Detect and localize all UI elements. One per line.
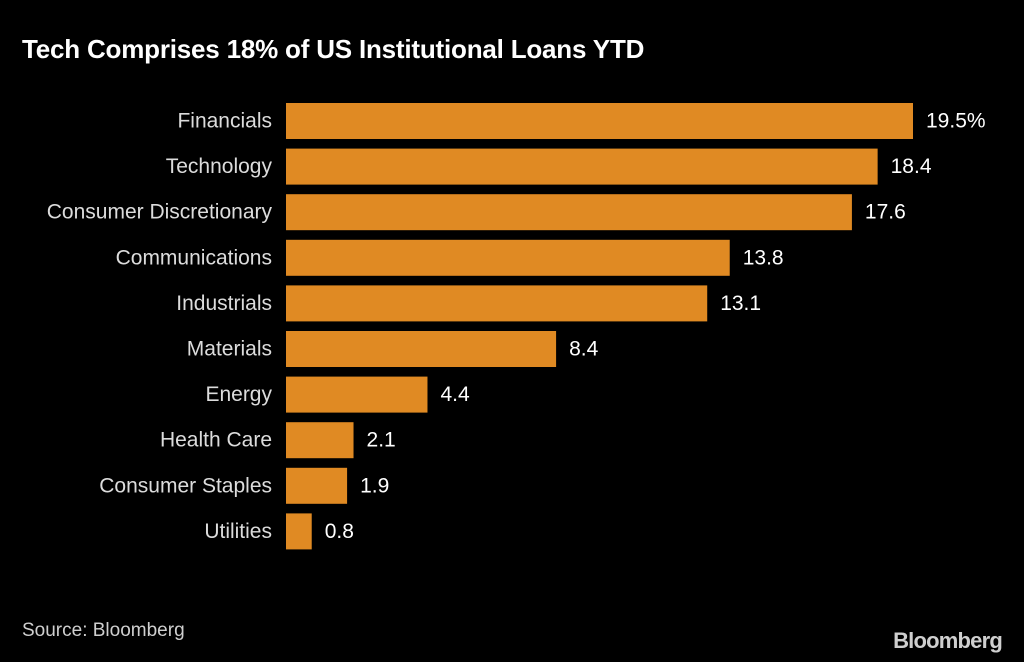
value-label: 13.1 <box>720 292 761 315</box>
value-label: 4.4 <box>440 383 470 406</box>
bar-industrials <box>286 285 708 322</box>
bar-materials <box>286 331 557 367</box>
category-label: Consumer Discretionary <box>47 201 273 224</box>
bar-consumer-discretionary <box>286 194 852 231</box>
bar-group <box>286 103 913 550</box>
value-label: 13.8 <box>743 246 784 269</box>
value-label: 17.6 <box>865 201 906 224</box>
category-label: Financials <box>177 110 272 133</box>
bar-chart: Financials Technology Consumer Discretiona… <box>47 103 986 550</box>
bar-consumer-staples <box>286 467 348 504</box>
source-note: Source: Bloomberg <box>22 620 185 641</box>
category-label: Communications <box>116 246 272 269</box>
category-label: Utilities <box>204 520 272 543</box>
bar-communications <box>286 239 730 276</box>
category-label: Materials <box>187 338 272 361</box>
category-label: Health Care <box>160 429 272 452</box>
value-labels: 19.5% 18.4 17.6 13.8 13.1 8.4 4.4 2.1 1.9 0.8 <box>325 110 986 543</box>
category-label: Industrials <box>176 292 272 315</box>
category-label: Technology <box>166 155 273 178</box>
bar-health-care <box>286 422 354 459</box>
category-label: Energy <box>205 383 272 406</box>
value-label: 2.1 <box>367 429 396 452</box>
bar-energy <box>286 376 428 413</box>
bar-financials <box>286 103 913 139</box>
value-label: 18.4 <box>891 155 932 178</box>
category-labels: Financials Technology Consumer Discretiona… <box>47 110 273 543</box>
value-label: 8.4 <box>569 338 599 361</box>
value-label: 1.9 <box>360 474 389 497</box>
value-label: 0.8 <box>325 520 354 543</box>
chart-title: Tech Comprises 18% of US Institutional L… <box>22 34 645 64</box>
bar-utilities <box>286 513 312 550</box>
bar-technology <box>286 148 878 185</box>
category-label: Consumer Staples <box>99 474 272 497</box>
value-label: 19.5% <box>926 110 986 133</box>
bloomberg-logo: Bloomberg <box>893 628 1003 653</box>
